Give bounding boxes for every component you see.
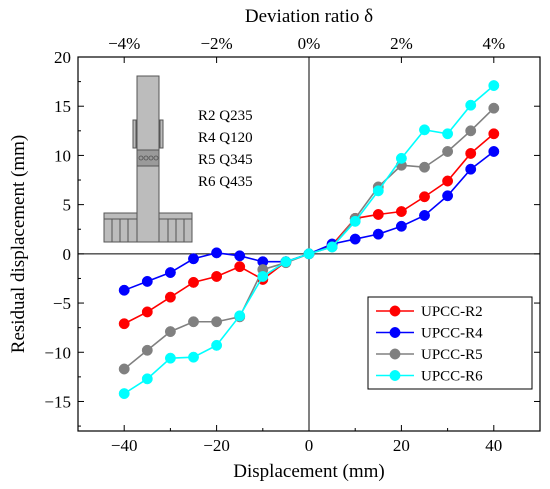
data-point (211, 316, 223, 328)
data-point (164, 352, 176, 364)
axes: −40 −20 0 20 40 −4% −2% 0% 2% 4% −15 −10 −5 0 5 10 15 20 D… (8, 6, 541, 482)
data-point (488, 80, 500, 91)
legend-label: UPCC-R6 (421, 369, 483, 385)
data-point (419, 210, 430, 221)
data-series (118, 80, 500, 400)
data-point (372, 209, 384, 220)
data-point (118, 388, 130, 400)
data-point (395, 206, 407, 217)
data-point (419, 124, 430, 136)
data-point (442, 175, 454, 187)
legend-label: UPCC-R2 (421, 304, 483, 320)
data-point (488, 102, 500, 114)
x-tick-label: −20 (203, 436, 230, 455)
y-tick-label: 10 (54, 146, 71, 165)
y-tick-label: −5 (53, 294, 71, 313)
data-point (465, 148, 477, 159)
data-point (326, 241, 338, 253)
top-x-tick-label: −4% (108, 34, 140, 53)
data-point (234, 310, 246, 322)
y-tick-label: 5 (63, 196, 72, 215)
data-point (234, 261, 246, 273)
data-point (442, 128, 454, 140)
data-point (395, 152, 407, 164)
data-point (141, 306, 153, 318)
inset-label: R4 Q120 (198, 130, 253, 146)
data-point (234, 250, 246, 262)
legend-label: UPCC-R4 (421, 326, 483, 342)
legend-marker (389, 348, 401, 360)
data-point (419, 161, 430, 173)
data-point (188, 276, 199, 288)
inset-bolt (153, 155, 159, 161)
x-tick-label: 0 (305, 436, 314, 455)
data-point (118, 363, 130, 375)
data-point (372, 185, 384, 197)
data-point (211, 271, 223, 282)
inset-label: R2 Q235 (198, 108, 253, 124)
data-point (211, 247, 223, 259)
specimen-inset: R2 Q235 R4 Q120 R5 Q345 R6 Q435 (103, 75, 253, 243)
y-tick-label: 0 (63, 245, 72, 264)
inset-plate-right (159, 119, 164, 149)
series-UPCC-R6 (118, 80, 500, 400)
data-point (141, 275, 153, 287)
top-x-tick-label: 4% (482, 34, 505, 53)
y-axis-title: Residual displacement (mm) (8, 135, 29, 353)
data-point (118, 318, 130, 330)
data-point (442, 146, 454, 157)
inset-bolt (148, 155, 154, 161)
data-point (465, 99, 477, 111)
inset-bolt (143, 155, 149, 161)
data-point (118, 284, 130, 296)
y-tick-label: −10 (44, 343, 71, 362)
inset-label: R5 Q345 (198, 152, 253, 168)
inset-plate-left (132, 119, 137, 149)
data-point (395, 220, 407, 232)
y-tick-label: −15 (44, 392, 71, 411)
legend: UPCC-R2 UPCC-R4 UPCC-R5 UPCC-R6 (367, 296, 533, 390)
data-point (257, 271, 269, 282)
inset-label: R6 Q435 (198, 174, 253, 190)
data-point (465, 125, 477, 137)
x-tick-label: 40 (485, 436, 502, 455)
top-x-tick-label: −2% (200, 34, 232, 53)
top-x-tick-label: 2% (390, 34, 413, 53)
data-point (164, 291, 176, 303)
data-point (372, 228, 384, 240)
data-point (164, 326, 176, 338)
y-tick-label: 20 (54, 48, 71, 67)
inset-bolt (138, 155, 144, 161)
data-point (303, 248, 315, 260)
data-point (419, 191, 430, 203)
y-tick-label: 15 (54, 97, 71, 116)
data-point (164, 267, 176, 278)
data-point (280, 256, 292, 268)
x-tick-label: −40 (111, 436, 138, 455)
data-point (488, 146, 500, 157)
data-point (141, 373, 153, 385)
x-tick-label: 20 (393, 436, 410, 455)
legend-marker (389, 370, 401, 381)
top-x-axis-title: Deviation ratio δ (245, 6, 373, 27)
legend-marker (389, 305, 401, 317)
data-point (442, 190, 454, 202)
data-point (488, 128, 500, 140)
top-x-tick-label: 0% (298, 34, 321, 53)
data-point (465, 163, 477, 175)
data-point (188, 316, 199, 328)
legend-label: UPCC-R5 (421, 347, 483, 363)
data-point (349, 215, 361, 227)
data-point (188, 253, 199, 265)
data-point (188, 351, 199, 363)
data-point (141, 344, 153, 356)
legend-marker (389, 327, 401, 338)
data-point (349, 233, 361, 245)
data-point (211, 339, 223, 351)
x-axis-title: Displacement (mm) (233, 461, 384, 482)
